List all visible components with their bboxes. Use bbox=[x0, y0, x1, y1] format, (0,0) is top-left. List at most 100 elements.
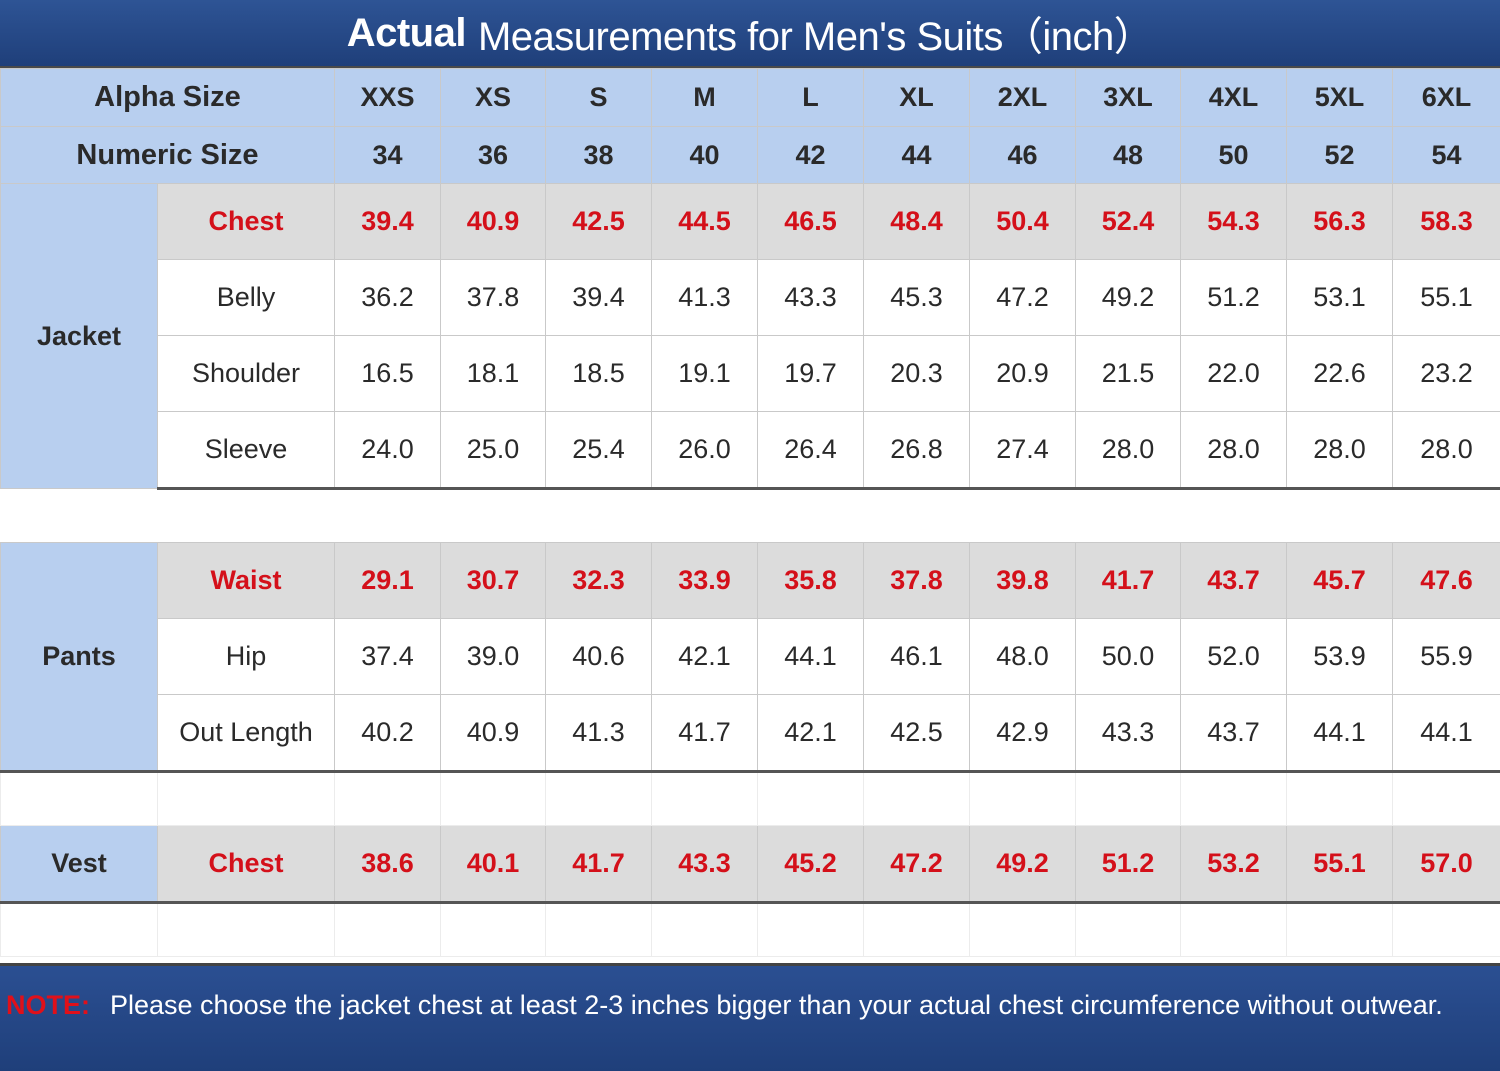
alpha-size-cell: 4XL bbox=[1180, 68, 1287, 127]
jacket-section-label: Jacket bbox=[0, 183, 158, 489]
vest-section-label: Vest bbox=[0, 825, 158, 904]
measure-value: 41.7 bbox=[651, 694, 758, 773]
pants-row-out-length: Out Length 40.2 40.9 41.3 41.7 42.1 42.5 42.9 43… bbox=[1, 694, 1500, 773]
spacer-row bbox=[0, 770, 1500, 826]
alpha-size-cell: XXS bbox=[334, 68, 441, 127]
measure-value: 41.3 bbox=[545, 694, 652, 773]
measure-value: 48.0 bbox=[969, 618, 1076, 695]
measure-value: 40.9 bbox=[440, 183, 546, 260]
measure-label: Chest bbox=[157, 825, 335, 904]
alpha-size-row: Alpha Size XXS XS S M L XL 2XL 3XL 4XL 5XL 6XL bbox=[0, 68, 1500, 127]
measure-label: Out Length bbox=[157, 694, 335, 773]
measure-value: 53.1 bbox=[1286, 259, 1393, 336]
spacer-cell bbox=[1286, 901, 1393, 957]
measure-value: 55.1 bbox=[1286, 825, 1393, 904]
numeric-size-label: Numeric Size bbox=[0, 126, 335, 184]
spacer-cell bbox=[440, 901, 546, 957]
measure-value: 26.4 bbox=[757, 411, 864, 490]
size-table: Alpha Size XXS XS S M L XL 2XL 3XL 4XL 5XL 6XL Numer… bbox=[0, 68, 1500, 957]
measure-value: 55.9 bbox=[1392, 618, 1500, 695]
measure-value: 25.4 bbox=[545, 411, 652, 490]
spacer-cell bbox=[157, 901, 335, 957]
measure-value: 49.2 bbox=[1075, 259, 1181, 336]
measure-label: Shoulder bbox=[157, 335, 335, 412]
spacer-row bbox=[0, 901, 1500, 957]
measure-value: 43.7 bbox=[1180, 542, 1287, 619]
measure-value: 43.3 bbox=[651, 825, 758, 904]
spacer-cell bbox=[1392, 901, 1500, 957]
note-label: NOTE: bbox=[6, 990, 90, 1020]
measure-value: 53.9 bbox=[1286, 618, 1393, 695]
spacer-cell bbox=[545, 901, 652, 957]
measure-value: 43.7 bbox=[1180, 694, 1287, 773]
numeric-size-cell: 34 bbox=[334, 126, 441, 184]
measure-value: 44.1 bbox=[1286, 694, 1393, 773]
measure-value: 51.2 bbox=[1075, 825, 1181, 904]
alpha-size-cell: 5XL bbox=[1286, 68, 1393, 127]
spacer-cell bbox=[863, 770, 970, 826]
measure-value: 46.1 bbox=[863, 618, 970, 695]
measure-value: 40.6 bbox=[545, 618, 652, 695]
measure-value: 47.6 bbox=[1392, 542, 1500, 619]
measure-value: 37.8 bbox=[440, 259, 546, 336]
measure-value: 41.3 bbox=[651, 259, 758, 336]
measure-label: Belly bbox=[157, 259, 335, 336]
measure-value: 41.7 bbox=[545, 825, 652, 904]
measure-value: 48.4 bbox=[863, 183, 970, 260]
measure-value: 58.3 bbox=[1392, 183, 1500, 260]
measure-value: 16.5 bbox=[334, 335, 441, 412]
jacket-row-belly: Belly 36.2 37.8 39.4 41.3 43.3 45.3 47.2 49.2 51.… bbox=[1, 259, 1500, 336]
chart-title: Actual Measurements for Men's Suits（inch… bbox=[0, 0, 1500, 68]
alpha-size-cell: M bbox=[651, 68, 758, 127]
spacer-cell bbox=[1180, 770, 1287, 826]
measure-value: 47.2 bbox=[863, 825, 970, 904]
measure-value: 50.4 bbox=[969, 183, 1076, 260]
pants-section-label: Pants bbox=[0, 542, 158, 772]
measure-value: 21.5 bbox=[1075, 335, 1181, 412]
measure-value: 43.3 bbox=[757, 259, 864, 336]
measure-value: 45.3 bbox=[863, 259, 970, 336]
measure-value: 52.0 bbox=[1180, 618, 1287, 695]
spacer-cell bbox=[334, 901, 441, 957]
spacer-cell bbox=[651, 770, 758, 826]
measure-value: 28.0 bbox=[1286, 411, 1393, 490]
measure-value: 44.5 bbox=[651, 183, 758, 260]
spacer-cell bbox=[334, 770, 441, 826]
measure-value: 45.2 bbox=[757, 825, 864, 904]
spacer-cell bbox=[440, 770, 546, 826]
measure-value: 24.0 bbox=[334, 411, 441, 490]
alpha-size-label: Alpha Size bbox=[0, 68, 335, 127]
measure-value: 53.2 bbox=[1180, 825, 1287, 904]
measure-value: 32.3 bbox=[545, 542, 652, 619]
note-text: Please choose the jacket chest at least … bbox=[110, 990, 1443, 1020]
measure-value: 39.0 bbox=[440, 618, 546, 695]
measure-value: 40.2 bbox=[334, 694, 441, 773]
measure-value: 23.2 bbox=[1392, 335, 1500, 412]
numeric-size-row: Numeric Size 34 36 38 40 42 44 46 48 50 52 54 bbox=[0, 126, 1500, 184]
measure-value: 28.0 bbox=[1075, 411, 1181, 490]
measure-value: 55.1 bbox=[1392, 259, 1500, 336]
measure-value: 39.4 bbox=[545, 259, 652, 336]
pants-row-hip: Hip 37.4 39.0 40.6 42.1 44.1 46.1 48.0 50.0 52.0 5… bbox=[1, 618, 1500, 695]
spacer-cell bbox=[1392, 770, 1500, 826]
title-bold: Actual bbox=[346, 10, 467, 55]
measure-value: 39.4 bbox=[334, 183, 441, 260]
jacket-row-sleeve: Sleeve 24.0 25.0 25.4 26.0 26.4 26.8 27.4 28.0 28… bbox=[1, 411, 1500, 490]
pants-row-waist: Pants Waist 29.1 30.7 32.3 33.9 35.8 37.8 39.8 41… bbox=[0, 542, 1500, 772]
measure-value: 50.0 bbox=[1075, 618, 1181, 695]
measure-value: 19.7 bbox=[757, 335, 864, 412]
spacer-cell bbox=[757, 901, 864, 957]
measure-value: 37.4 bbox=[334, 618, 441, 695]
spacer-cell bbox=[545, 770, 652, 826]
note-bar: NOTE: Please choose the jacket chest at l… bbox=[0, 963, 1500, 1071]
spacer-cell bbox=[863, 901, 970, 957]
measure-value: 42.5 bbox=[863, 694, 970, 773]
spacer-cell bbox=[969, 901, 1076, 957]
measure-value: 45.7 bbox=[1286, 542, 1393, 619]
measure-value: 28.0 bbox=[1392, 411, 1500, 490]
measure-value: 39.8 bbox=[969, 542, 1076, 619]
title-rest: Measurements for Men's Suits（inch） bbox=[477, 15, 1154, 59]
measure-value: 22.6 bbox=[1286, 335, 1393, 412]
numeric-size-cell: 46 bbox=[969, 126, 1076, 184]
